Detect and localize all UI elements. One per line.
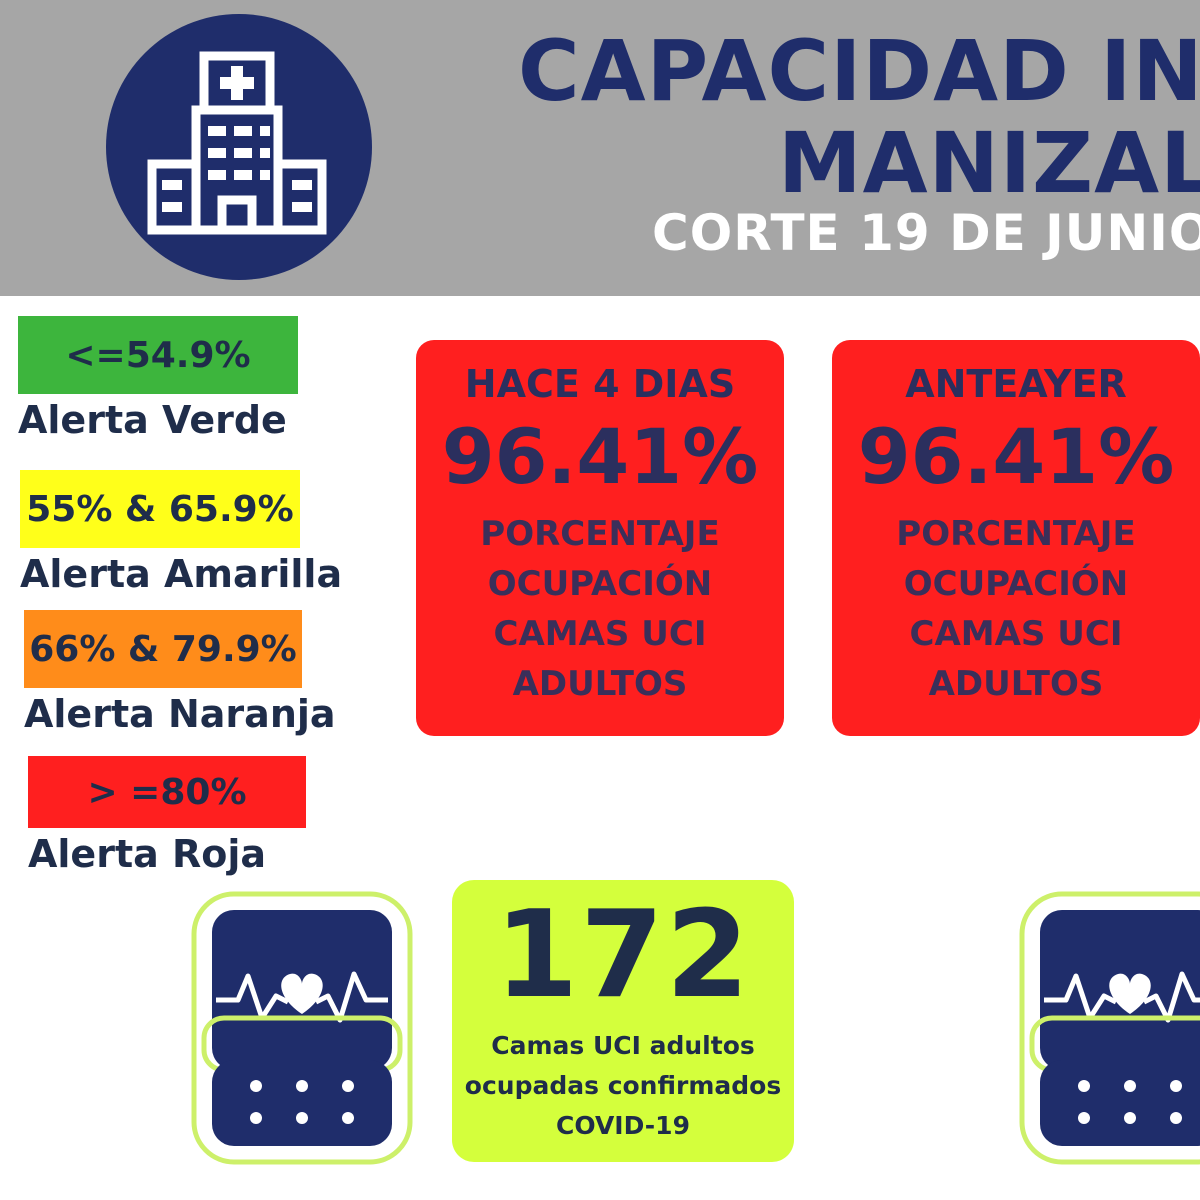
legend-range-red: > =80% (28, 756, 306, 828)
hospital-icon (147, 51, 327, 235)
icu-beds-count-card: 172 Camas UCI adultos ocupadas confirmad… (452, 880, 794, 1162)
desc-line: Camas UCI adultos (491, 1031, 755, 1060)
hospital-logo (106, 14, 372, 280)
legend-range-yellow: 55% & 65.9% (20, 470, 300, 548)
desc-line: PORCENTAJE (480, 514, 720, 554)
desc-line: PORCENTAJE (896, 514, 1136, 554)
icu-beds-description: Camas UCI adultos ocupadas confirmados C… (452, 1026, 794, 1146)
desc-line: OCUPACIÓN (903, 564, 1129, 604)
desc-line: ADULTOS (928, 664, 1104, 704)
page-subtitle: CORTE 19 DE JUNIO (652, 204, 1200, 262)
legend-range-orange: 66% & 79.9% (24, 610, 302, 688)
desc-line: COVID-19 (556, 1111, 690, 1140)
page-title-line1: CAPACIDAD INS (518, 22, 1200, 120)
occupancy-percentage: 96.41% (441, 412, 759, 501)
desc-line: ocupadas confirmados (464, 1071, 782, 1100)
icu-beds-count: 172 (494, 886, 752, 1025)
heart-monitor-icon-right (1019, 891, 1200, 1165)
header-banner: CAPACIDAD INS MANIZALI CORTE 19 DE JUNIO (0, 0, 1200, 296)
heart-monitor-icon (191, 891, 413, 1165)
legend-label-yellow: Alerta Amarilla (20, 552, 343, 596)
legend-label-green: Alerta Verde (18, 398, 287, 442)
desc-line: CAMAS UCI (493, 614, 707, 654)
occupancy-card-day-before-yesterday: ANTEAYER 96.41% PORCENTAJE OCUPACIÓN CAM… (832, 340, 1200, 736)
legend-label-red: Alerta Roja (28, 832, 267, 876)
occupancy-card-4-days-ago: HACE 4 DIAS 96.41% PORCENTAJE OCUPACIÓN … (416, 340, 784, 736)
occupancy-percentage: 96.41% (857, 412, 1175, 501)
card-description: PORCENTAJE OCUPACIÓN CAMAS UCI ADULTOS (832, 509, 1200, 709)
page-title-line2: MANIZALI (778, 114, 1200, 212)
card-period-label: ANTEAYER (905, 362, 1127, 406)
desc-line: ADULTOS (512, 664, 688, 704)
desc-line: CAMAS UCI (909, 614, 1123, 654)
legend-label-orange: Alerta Naranja (24, 692, 336, 736)
desc-line: OCUPACIÓN (487, 564, 713, 604)
card-period-label: HACE 4 DIAS (464, 362, 736, 406)
card-description: PORCENTAJE OCUPACIÓN CAMAS UCI ADULTOS (416, 509, 784, 709)
legend-range-green: <=54.9% (18, 316, 298, 394)
